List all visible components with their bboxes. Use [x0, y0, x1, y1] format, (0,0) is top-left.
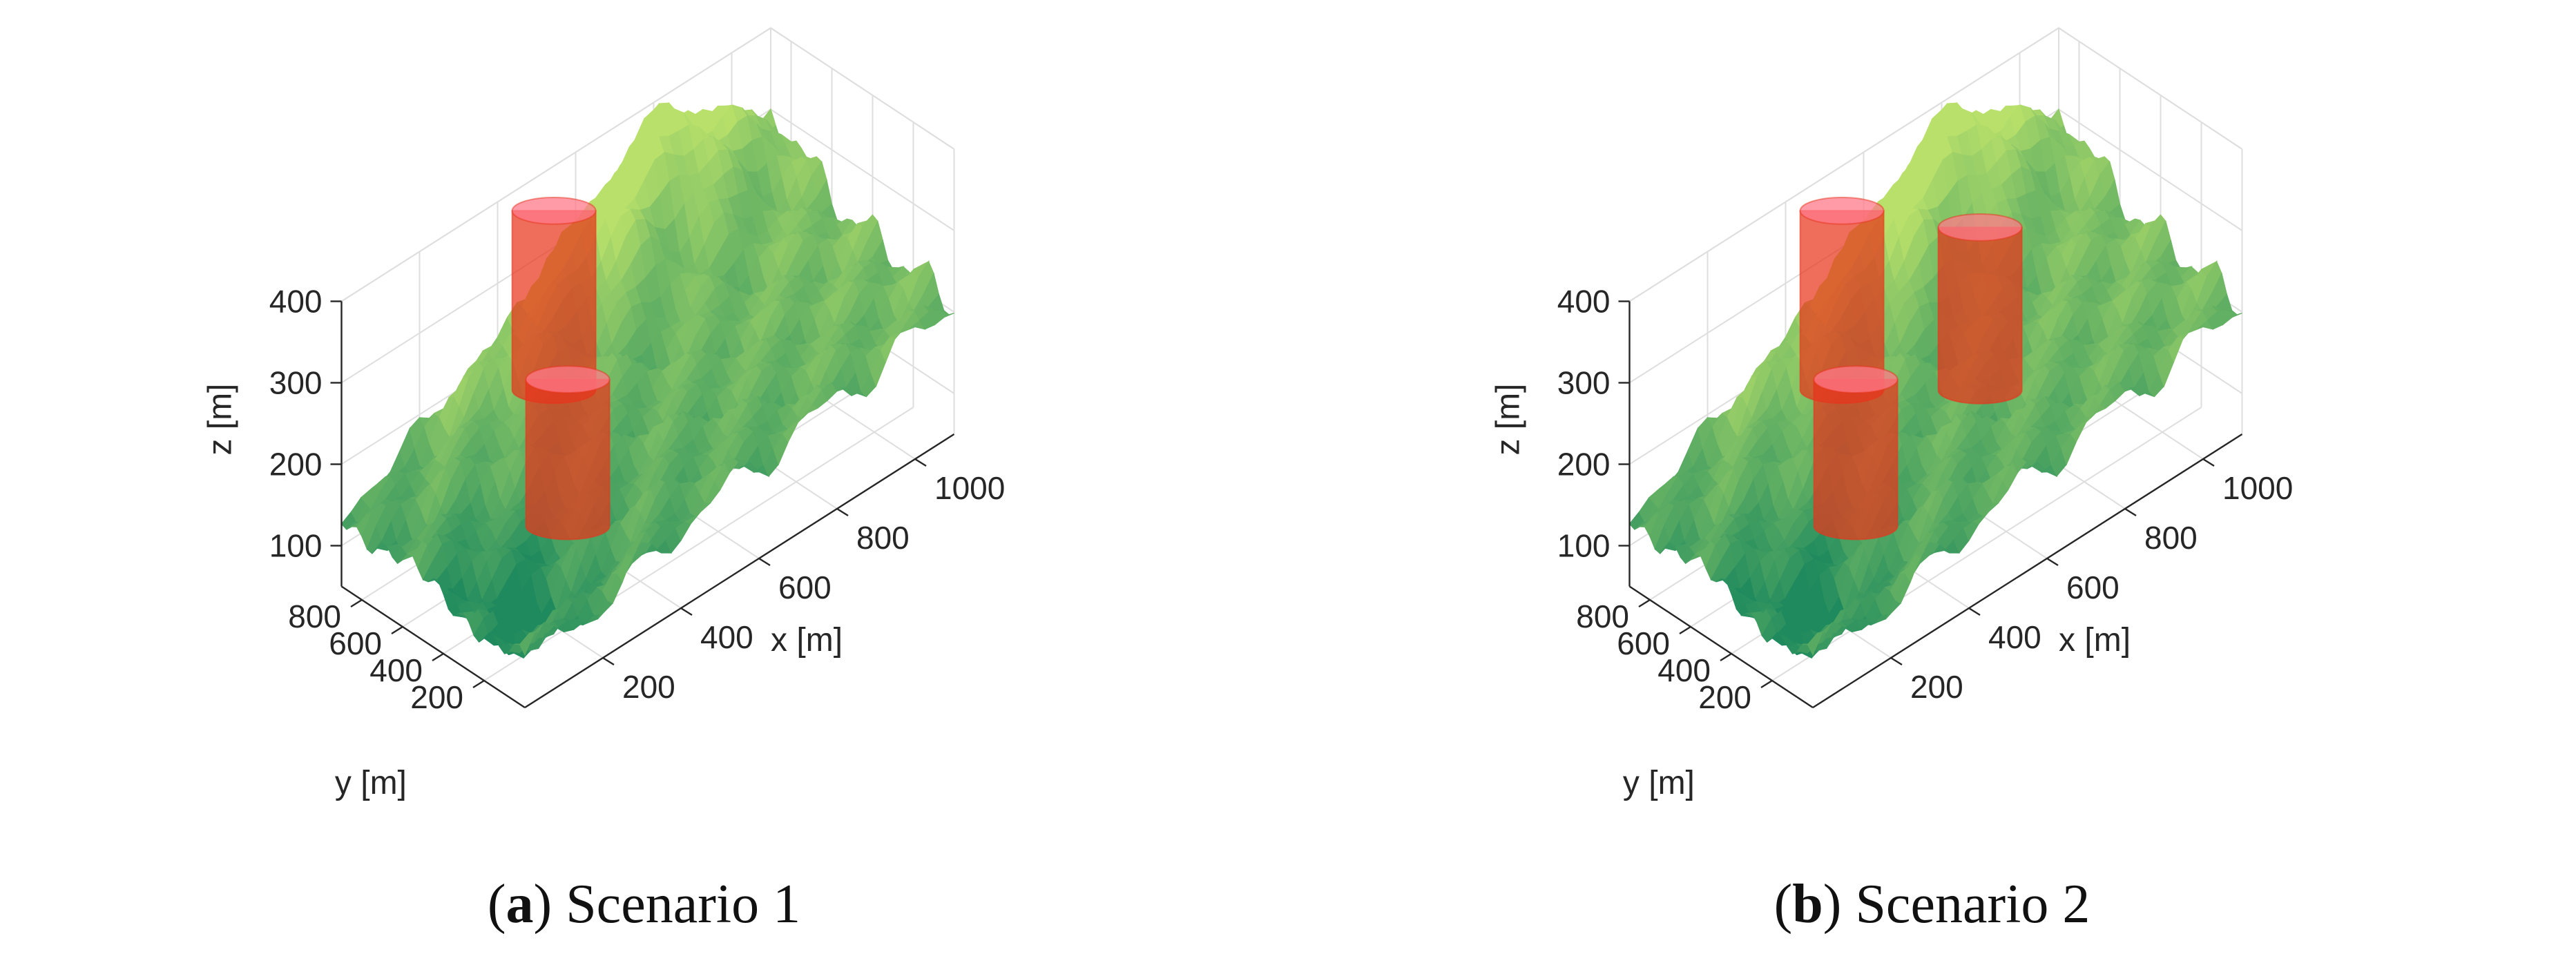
y-tick-label: 200	[410, 679, 463, 715]
obstacle-cylinder	[1813, 365, 1899, 540]
cylinder-side	[1813, 378, 1899, 540]
x-tick	[2046, 557, 2059, 567]
obstacles	[511, 196, 611, 540]
y-tick	[432, 652, 444, 662]
cylinder-top	[1937, 213, 2023, 242]
x-tick	[1968, 607, 1981, 616]
y-tick-label: 400	[1657, 652, 1711, 688]
x-tick-label: 400	[700, 619, 753, 655]
x-axis-line	[1812, 433, 2243, 709]
x-tick-label: 600	[2066, 569, 2120, 605]
cylinder-top	[511, 196, 597, 225]
obstacle-cylinder	[1799, 196, 1885, 405]
terrain-surface	[340, 102, 954, 659]
y-tick-label: 600	[329, 625, 382, 661]
cylinder-top	[525, 365, 611, 394]
gridline	[1628, 27, 2059, 302]
x-tick-label: 600	[778, 569, 832, 605]
y-tick	[1760, 679, 1773, 689]
x-axis-line	[524, 433, 955, 709]
x-tick	[1890, 656, 1903, 666]
gridline	[2058, 27, 2243, 150]
surface-plot-a: 2004006008001000200400600800100200300400…	[202, 27, 1006, 801]
y-tick-label: 800	[288, 598, 341, 634]
y-tick-label: 600	[1617, 625, 1670, 661]
panel-b: 200 400 600 800 1000 200 400 600 800 100 200 300 400…	[1288, 0, 2576, 974]
z-tick-label: 100	[269, 528, 323, 564]
x-tick	[2202, 458, 2215, 467]
x-tick	[2124, 507, 2137, 517]
y-tick	[391, 625, 403, 635]
x-tick	[836, 507, 849, 517]
x-tick-label: 200	[622, 669, 675, 705]
x-tick-label: 1000	[2222, 470, 2293, 506]
cylinder-side	[1937, 226, 2023, 405]
z-tick-label: 400	[1557, 284, 1611, 320]
gridline	[483, 407, 914, 681]
y-tick	[350, 598, 363, 608]
y-tick-label: 400	[369, 652, 423, 688]
y-tick-label: 800	[1576, 598, 1629, 634]
gridline	[770, 27, 955, 150]
y-tick	[1638, 598, 1651, 608]
y-axis-line	[1628, 585, 1814, 709]
surface-plot-b: 2004006008001000200400600800100200300400…	[1490, 27, 2294, 801]
x-tick-label: 400	[1988, 619, 2041, 655]
z-axis-label: z [m]	[202, 384, 239, 456]
x-tick-label: 800	[2144, 520, 2198, 556]
obstacle-cylinder	[525, 365, 611, 540]
caption-letter-a: a	[506, 874, 534, 935]
z-tick-label: 400	[269, 284, 323, 320]
y-axis-line	[340, 585, 526, 709]
y-tick	[1720, 652, 1732, 662]
caption-b: (b) Scenario 2	[1774, 874, 2090, 935]
x-tick-label: 1000	[934, 470, 1005, 506]
x-axis-label: x [m]	[771, 622, 843, 659]
gridline	[340, 27, 771, 302]
z-tick-label: 200	[1557, 447, 1611, 483]
y-axis-label: y [m]	[335, 765, 407, 801]
axes: 2004006008001000200400600800100200300400…	[202, 284, 1006, 801]
x-tick-label: 800	[856, 520, 910, 556]
z-tick-label: 100	[1557, 528, 1611, 564]
x-tick	[680, 607, 693, 616]
y-tick-label: 200	[1698, 679, 1751, 715]
z-tick-label: 300	[269, 365, 323, 401]
x-tick	[602, 656, 615, 666]
obstacle-cylinder	[1937, 213, 2023, 405]
obstacle-cylinder	[511, 196, 597, 405]
z-tick-label: 300	[1557, 365, 1611, 401]
caption-text-b: Scenario 2	[1855, 874, 2090, 935]
cylinder-top	[1799, 196, 1885, 225]
x-axis-label: x [m]	[2059, 622, 2131, 659]
cylinder-side	[525, 378, 611, 540]
terrain-cell	[2226, 309, 2242, 318]
caption-letter-b: b	[1792, 874, 1823, 935]
x-tick-label: 200	[1910, 669, 1963, 705]
caption-text-a: Scenario 1	[566, 874, 801, 935]
z-axis-label: z [m]	[1490, 384, 1527, 456]
z-tick-label: 200	[269, 447, 323, 483]
obstacles	[1799, 196, 2023, 540]
y-tick	[472, 679, 485, 689]
x-tick	[914, 458, 927, 467]
cylinder-top	[1813, 365, 1899, 394]
y-axis-label: y [m]	[1623, 765, 1695, 801]
gridline	[1771, 407, 2202, 681]
terrain-surface	[1628, 102, 2242, 659]
x-tick	[758, 557, 771, 567]
terrain-cell	[938, 309, 954, 318]
caption-a: (a) Scenario 1	[487, 874, 801, 935]
y-tick	[1679, 625, 1691, 635]
panel-a: 200 400 600 800 1000 200 400 600 800 100 200 300 400…	[202, 27, 1006, 935]
axes: 2004006008001000200400600800100200300400…	[1490, 284, 2294, 801]
